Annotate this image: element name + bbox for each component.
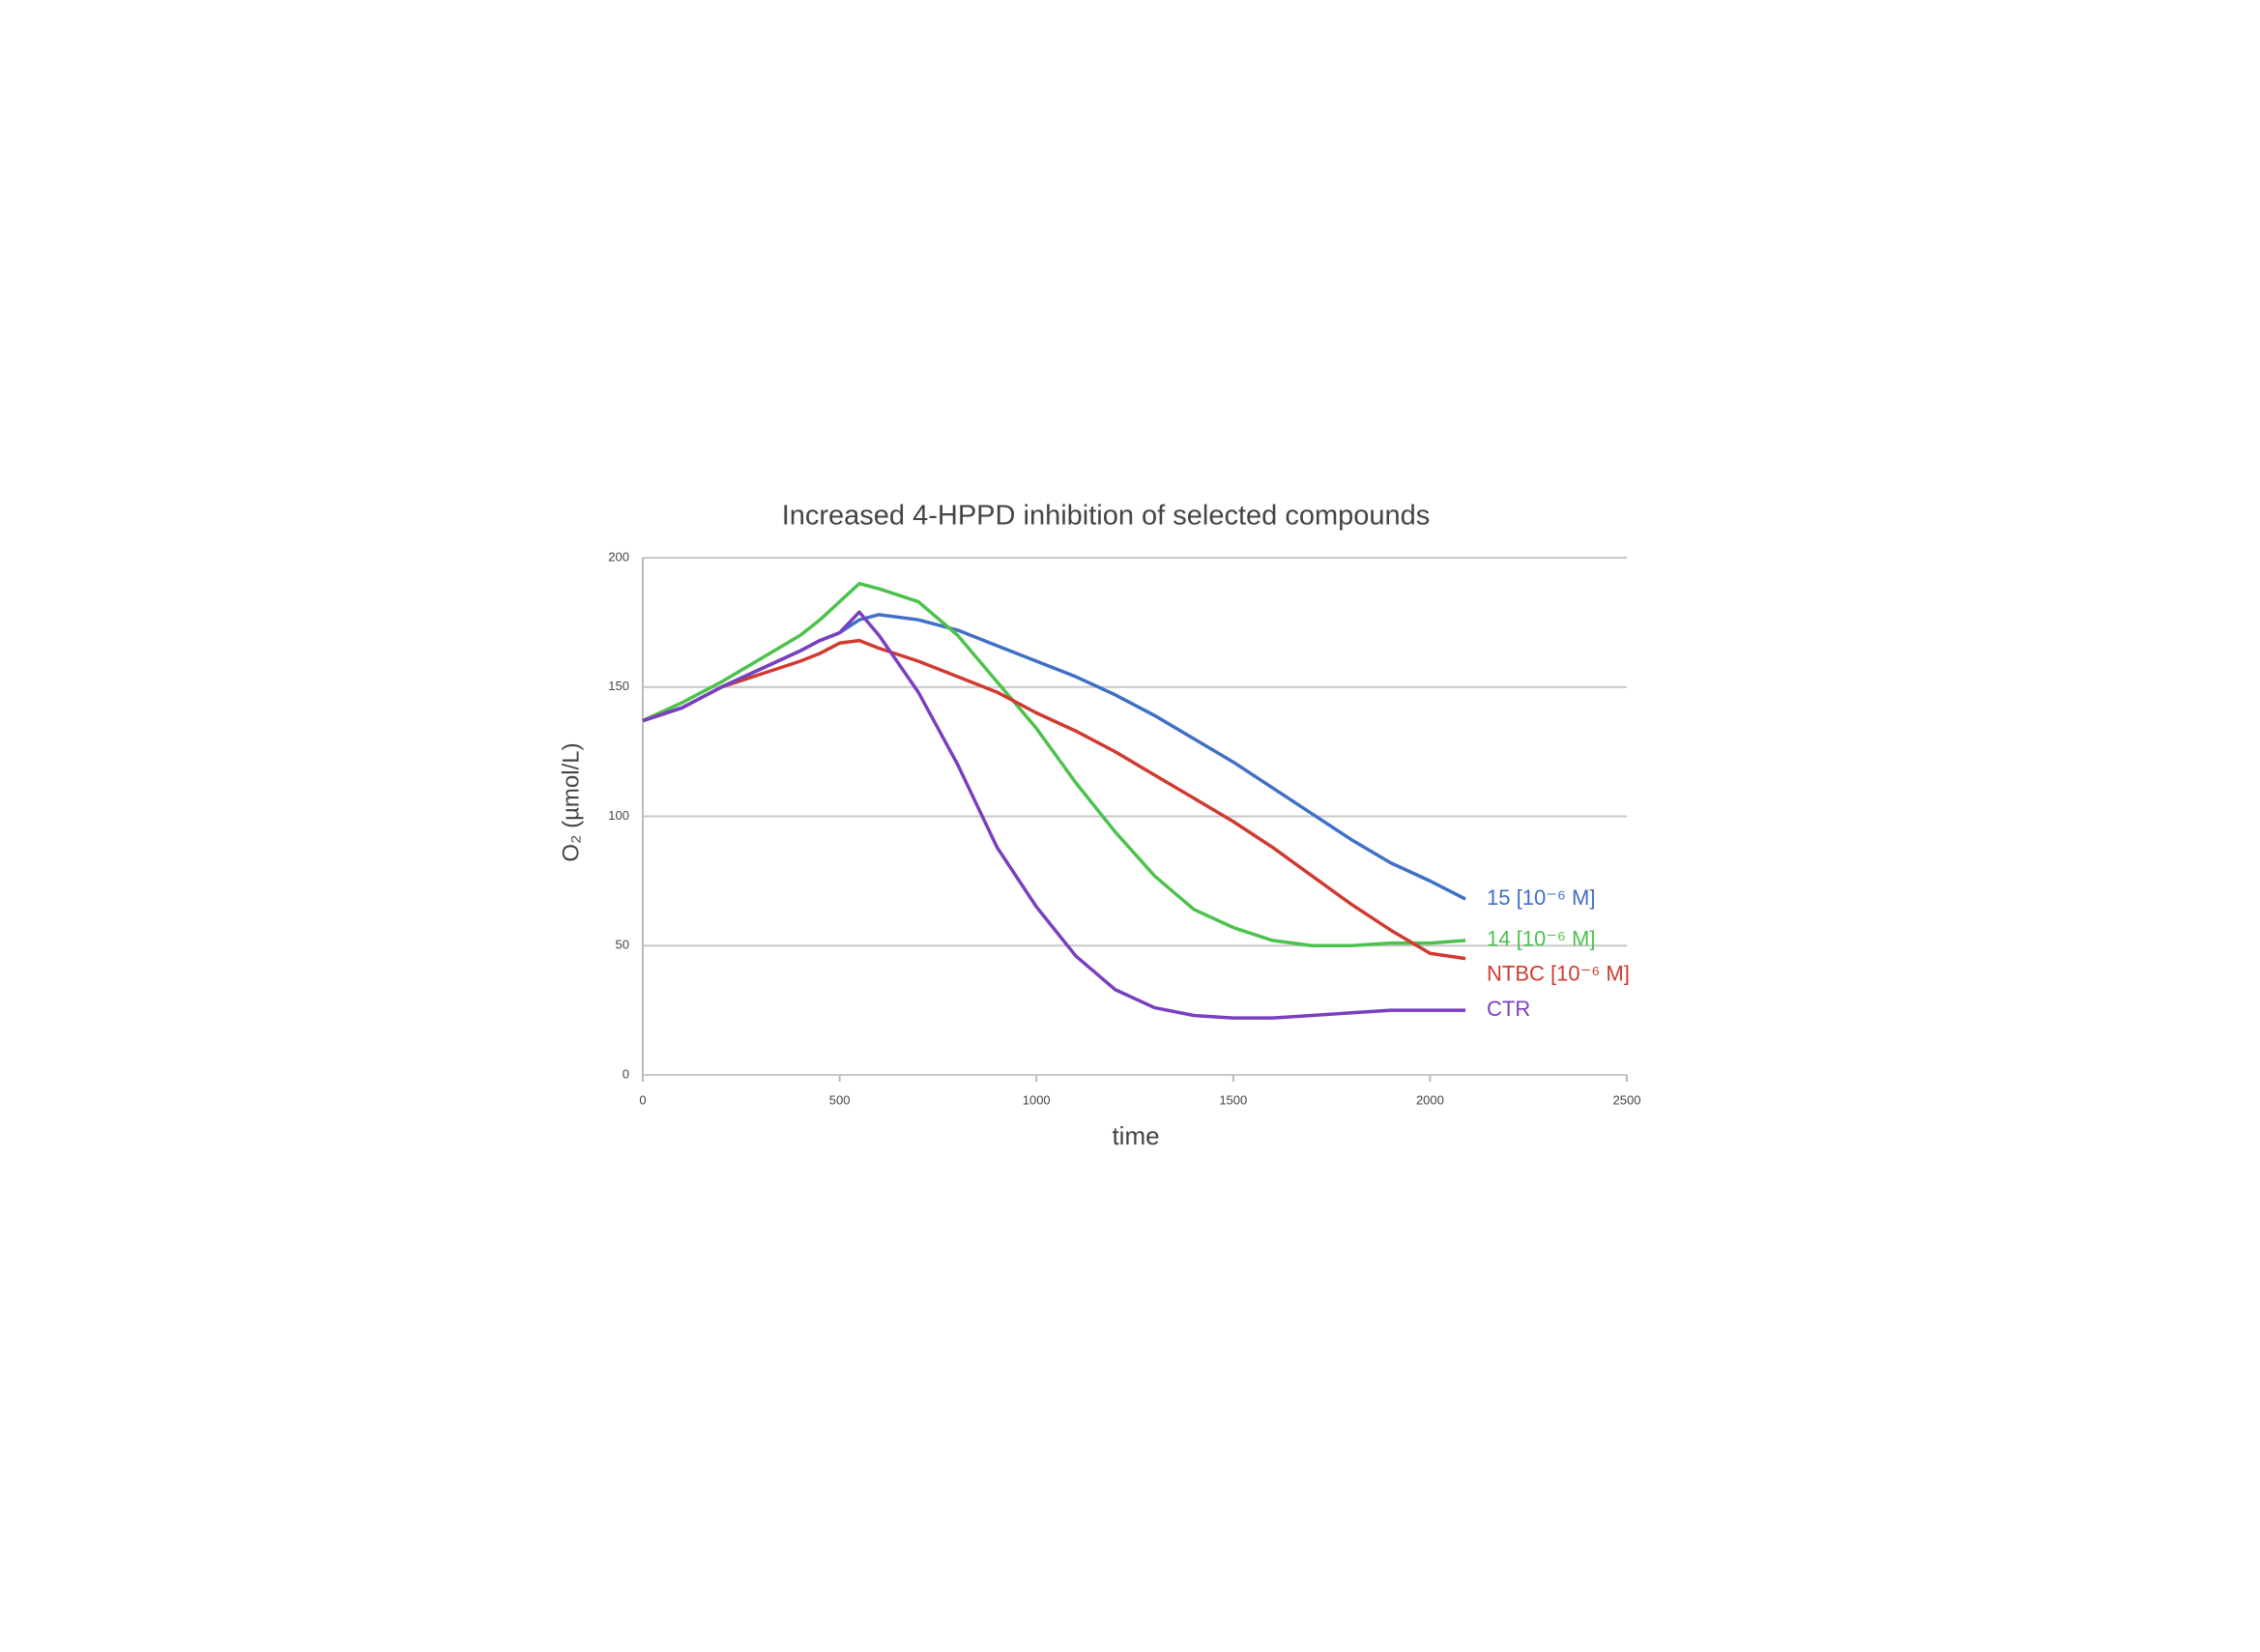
- chart-title: Increased 4-HPPD inhibition of selected …: [782, 501, 1431, 532]
- y-tick-label: 0: [623, 1066, 629, 1081]
- series-line: [642, 638, 1466, 961]
- x-tick-label: 2000: [1416, 1092, 1444, 1107]
- y-tick-label: 200: [608, 549, 629, 564]
- y-tick-label: 150: [608, 679, 629, 693]
- y-axis-label: O₂ (µmol/L): [558, 742, 584, 861]
- x-tick-label: 1000: [1023, 1092, 1051, 1107]
- series-line: [642, 582, 1466, 947]
- x-tick-label: 2500: [1613, 1092, 1641, 1107]
- legend-label: 14 [10⁻⁶ M]: [1487, 927, 1595, 951]
- x-tick-label: 1500: [1219, 1092, 1247, 1107]
- legend-label: NTBC [10⁻⁶ M]: [1487, 962, 1630, 986]
- series-line: [642, 610, 1466, 1020]
- legend-label: 15 [10⁻⁶ M]: [1487, 885, 1595, 910]
- legend-label: CTR: [1487, 997, 1530, 1021]
- y-tick-label: 50: [616, 938, 629, 952]
- y-tick-label: 100: [608, 808, 629, 823]
- x-tick-label: 0: [639, 1092, 646, 1107]
- x-tick-label: 500: [829, 1092, 851, 1107]
- x-axis-label: time: [1112, 1121, 1159, 1150]
